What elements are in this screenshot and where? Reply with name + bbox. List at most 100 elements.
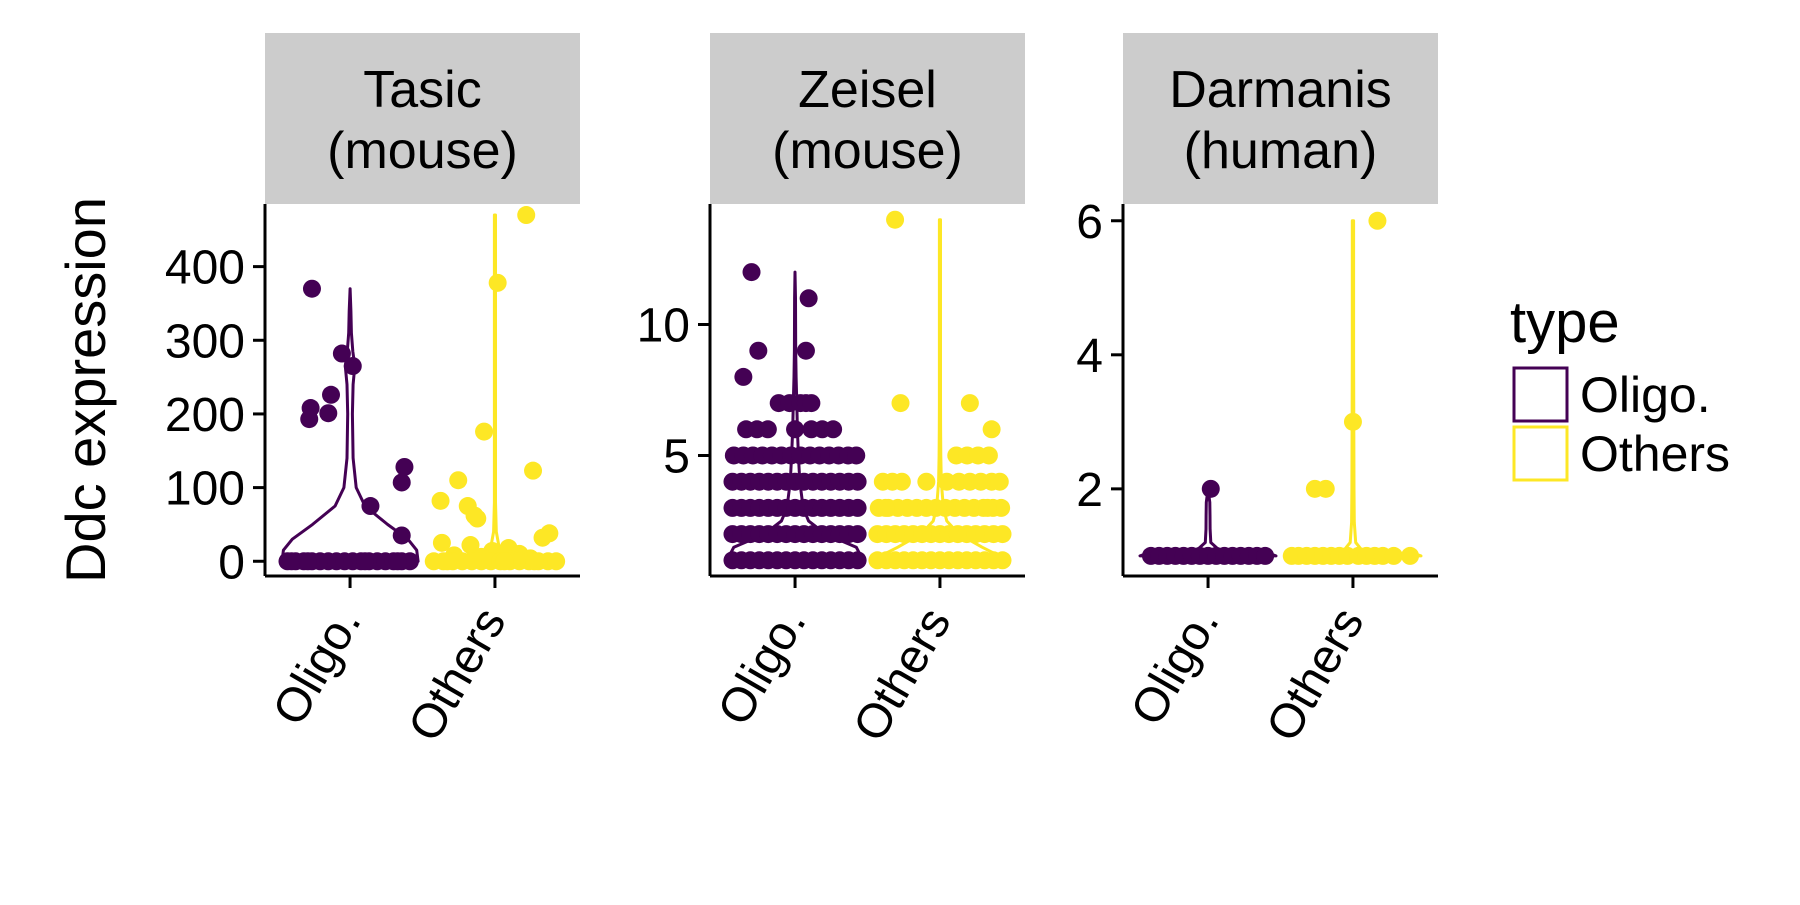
- data-point: [298, 552, 317, 571]
- data-point: [356, 552, 375, 571]
- data-point: [758, 420, 777, 439]
- data-point: [993, 525, 1012, 544]
- data-point: [332, 344, 351, 363]
- data-point: [432, 533, 451, 552]
- data-point: [533, 528, 552, 547]
- data-point: [917, 472, 936, 491]
- y-tick-label: 2: [1076, 464, 1103, 517]
- data-point: [1256, 546, 1275, 565]
- data-point: [468, 509, 487, 528]
- data-point: [431, 491, 450, 510]
- data-point: [1316, 479, 1335, 498]
- facet-title-line2: (mouse): [772, 122, 963, 180]
- data-point: [438, 552, 457, 571]
- y-tick-label: 400: [165, 242, 245, 295]
- data-point: [449, 471, 468, 490]
- violin-others: [1283, 219, 1423, 558]
- data-point: [525, 552, 544, 571]
- data-point: [891, 394, 910, 413]
- violin-oligo: [280, 287, 420, 563]
- data-point: [1401, 546, 1420, 565]
- data-point: [824, 420, 843, 439]
- violin-others: [425, 213, 565, 563]
- data-point: [848, 525, 867, 544]
- data-point: [876, 498, 895, 517]
- data-point: [461, 536, 480, 555]
- facet-strip: [265, 33, 580, 204]
- data-point: [475, 422, 494, 441]
- data-point: [802, 394, 821, 413]
- data-point: [495, 552, 514, 571]
- facet-title-line2: (mouse): [327, 122, 518, 180]
- data-point: [1368, 211, 1387, 230]
- data-point: [302, 279, 321, 298]
- data-point: [319, 404, 338, 423]
- y-tick-label: 5: [663, 430, 690, 483]
- x-tick-label: Others: [844, 599, 962, 750]
- y-tick-label: 10: [637, 300, 690, 353]
- data-point: [734, 367, 753, 386]
- data-point: [990, 472, 1009, 491]
- y-tick-label: 300: [165, 315, 245, 368]
- data-point: [388, 552, 407, 571]
- data-point: [892, 472, 911, 491]
- data-point: [982, 420, 1001, 439]
- data-point: [488, 273, 507, 292]
- legend-key-others: [1512, 425, 1569, 482]
- facet-title-line1: Darmanis: [1169, 61, 1392, 119]
- x-tick-label: Oligo.: [1121, 599, 1230, 734]
- x-tick-label: Others: [399, 599, 517, 750]
- x-tick-label: Oligo.: [708, 599, 817, 734]
- data-point: [1201, 479, 1220, 498]
- data-point: [786, 420, 805, 439]
- legend-key-oligo: [1512, 366, 1569, 423]
- data-point: [749, 341, 768, 360]
- data-point: [524, 461, 543, 480]
- x-tick-label: Others: [1257, 599, 1375, 750]
- data-point: [392, 526, 411, 545]
- data-point: [392, 473, 411, 492]
- facet-title-line1: Zeisel: [798, 61, 937, 119]
- data-point: [361, 497, 380, 516]
- legend-label: Oligo.: [1580, 367, 1711, 423]
- data-point: [799, 289, 818, 308]
- data-point: [978, 498, 997, 517]
- data-point: [979, 446, 998, 465]
- data-point: [395, 457, 414, 476]
- x-tick-label: Oligo.: [263, 599, 372, 734]
- data-point: [282, 552, 301, 571]
- legend-label: Others: [1580, 426, 1730, 482]
- facet-title-line2: (human): [1184, 122, 1378, 180]
- data-point: [848, 498, 867, 517]
- facet-panel-2: Zeisel(mouse) 5 10 Oligo. Others: [637, 33, 1025, 750]
- legend: type Oligo.Others: [1510, 290, 1730, 482]
- legend-title: type: [1510, 290, 1620, 355]
- y-tick-label: 100: [165, 463, 245, 516]
- data-point: [1343, 412, 1362, 431]
- data-point: [343, 357, 362, 376]
- facet-title-line1: Tasic: [363, 61, 481, 119]
- y-axis-title: Ddc expression: [54, 197, 117, 583]
- y-tick-label: 6: [1076, 196, 1103, 249]
- facet-panel-3: Darmanis(human) 2 4 6 Oligo. Others: [1076, 33, 1438, 750]
- data-point: [992, 498, 1011, 517]
- data-point: [1384, 546, 1403, 565]
- facet-strip: [1123, 33, 1438, 204]
- data-point: [847, 446, 866, 465]
- data-point: [742, 263, 761, 282]
- y-tick-label: 0: [218, 536, 245, 589]
- y-tick-label: 4: [1076, 330, 1103, 383]
- data-point: [848, 472, 867, 491]
- data-point: [300, 410, 319, 429]
- y-tick-label: 200: [165, 389, 245, 442]
- data-point: [322, 385, 341, 404]
- data-point: [517, 206, 536, 225]
- data-point: [796, 341, 815, 360]
- data-point: [937, 472, 956, 491]
- facet-panel-1: Tasic(mouse) 0 100 200 300 400 Oligo. Others: [165, 33, 580, 750]
- violin-oligo: [1138, 487, 1278, 558]
- violin-oligo: [725, 270, 865, 562]
- data-point: [547, 552, 566, 571]
